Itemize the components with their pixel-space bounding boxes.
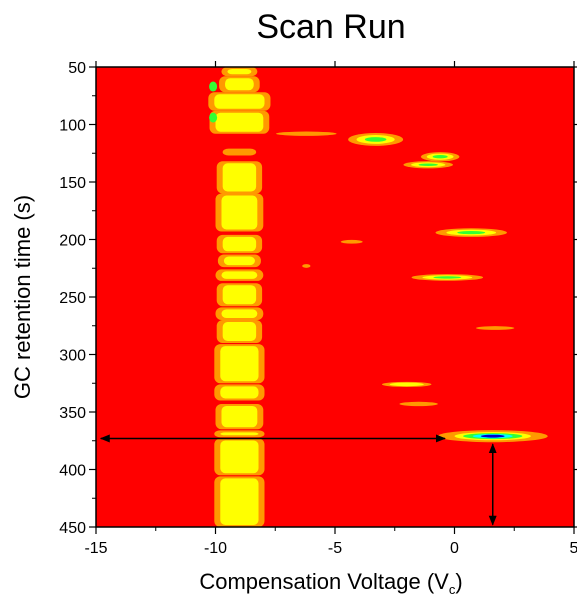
band-segment-9 — [221, 271, 258, 279]
band-segment-11 — [221, 309, 258, 318]
x-axis-title: Compensation Voltage (Vc) — [199, 569, 462, 597]
x-tick-label-3: 0 — [450, 540, 459, 557]
y-tick-label-3: 200 — [59, 233, 86, 250]
peak-core — [432, 155, 448, 159]
peak-9 — [381, 381, 432, 387]
y-tick-label-6: 350 — [59, 405, 86, 422]
band-segment-3 — [215, 112, 264, 132]
peak-core — [433, 276, 462, 279]
peak-4 — [435, 228, 507, 237]
peak-core — [418, 163, 438, 167]
y-tick-label-5: 300 — [59, 348, 86, 365]
band-segment-10 — [222, 285, 257, 305]
annotation-arrows — [99, 434, 497, 526]
peak-outer-contour — [475, 326, 515, 330]
band-hot-spot-0 — [209, 81, 218, 92]
heatmap-regions — [208, 67, 548, 527]
y-tick-label-7: 400 — [59, 463, 86, 480]
band-segment-1 — [225, 78, 254, 91]
band-segment-14 — [220, 386, 259, 399]
band-segment-5 — [222, 163, 257, 192]
band-segment-6 — [221, 195, 258, 230]
band-segment-0 — [227, 69, 252, 75]
peak-6 — [302, 264, 311, 268]
y-tick-label-1: 100 — [59, 118, 86, 135]
peak-8 — [475, 326, 515, 330]
band-segment-8 — [223, 256, 255, 266]
peak-core — [364, 137, 387, 142]
peak-0 — [276, 131, 337, 136]
peak-core — [480, 434, 505, 438]
chart-title: Scan Run — [256, 8, 405, 46]
peak-mid-contour — [389, 382, 424, 387]
band-segment-12 — [222, 322, 257, 341]
peak-7 — [411, 274, 484, 281]
band-segment-15 — [221, 405, 258, 428]
x-tick-label-1: -10 — [204, 540, 227, 557]
peak-5 — [340, 239, 363, 244]
peak-2 — [420, 152, 460, 162]
band-segment-7 — [222, 236, 257, 252]
peak-outer-contour — [302, 264, 311, 268]
plot-background — [96, 67, 574, 527]
y-tick-label-0: 50 — [68, 60, 86, 77]
peak-core — [457, 231, 486, 235]
x-tick-label-0: -15 — [84, 540, 107, 557]
band-segment-16 — [220, 432, 259, 436]
peak-outer-contour — [340, 239, 363, 244]
x-tick-label-2: -5 — [328, 540, 342, 557]
band-segment-4 — [228, 150, 251, 154]
peak-1 — [348, 132, 404, 146]
peak-11 — [437, 430, 548, 443]
x-axis: -15 -10 -5 0 5 — [84, 61, 577, 557]
band-segment-18 — [220, 478, 259, 525]
band-segment-2 — [214, 94, 265, 109]
y-tick-label-2: 150 — [59, 175, 86, 192]
y-tick-label-4: 250 — [59, 290, 86, 307]
peak-3 — [403, 161, 453, 169]
peak-10 — [399, 401, 438, 407]
y-tick-label-8: 450 — [59, 520, 86, 537]
y-axis: 50 100 150 200 250 300 350 400 450 — [59, 60, 577, 537]
peak-outer-contour — [399, 401, 438, 407]
band-hot-spot-1 — [209, 112, 218, 123]
peak-outer-contour — [276, 131, 337, 136]
band-segment-13 — [220, 346, 259, 382]
x-tick-label-4: 5 — [570, 540, 577, 557]
band-segment-17 — [220, 440, 259, 474]
y-axis-title: GC retention time (s) — [10, 195, 35, 399]
